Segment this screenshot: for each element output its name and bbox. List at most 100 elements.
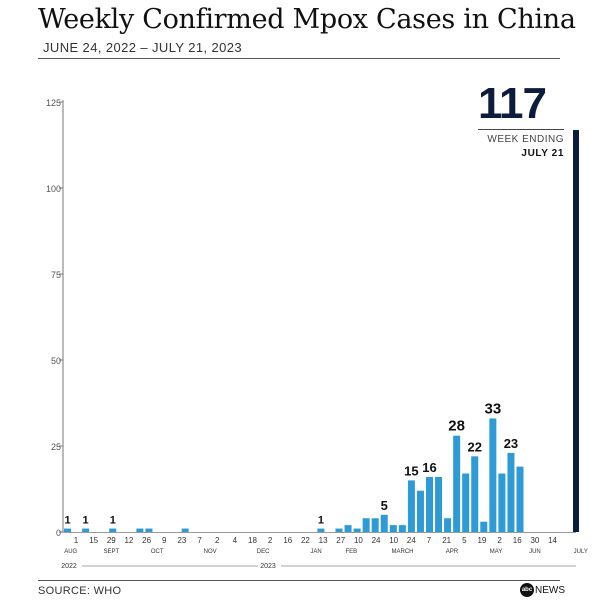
- bar: [489, 418, 497, 532]
- bar: [398, 525, 406, 532]
- x-tick-label: 26: [142, 536, 151, 545]
- x-tick-label: 14: [548, 536, 557, 545]
- abc-logo-mark: abc: [520, 583, 534, 597]
- source-note: SOURCE: WHO: [38, 585, 122, 597]
- x-tick-label: 24: [407, 536, 416, 545]
- bar: [435, 476, 443, 532]
- month-label: NOV: [204, 549, 217, 555]
- x-tick-label: 10: [389, 536, 398, 545]
- x-tick-label: 1: [74, 536, 79, 545]
- latest-value-callout: 117: [478, 79, 547, 128]
- y-tick-label: 75: [51, 270, 61, 280]
- month-label: JAN: [310, 549, 321, 555]
- x-tick-label: 21: [442, 536, 451, 545]
- bar: [516, 466, 524, 532]
- bar: [317, 528, 325, 532]
- bar: [507, 452, 515, 532]
- x-tick-label: 23: [177, 536, 186, 545]
- x-tick-label: 10: [354, 536, 363, 545]
- bar: [344, 525, 352, 532]
- y-tick-label: 0: [56, 528, 61, 538]
- bar: [109, 528, 117, 532]
- data-label: 1: [318, 515, 324, 527]
- month-label: MARCH: [392, 549, 414, 555]
- x-tick-label: 7: [427, 536, 432, 545]
- bar: [362, 518, 370, 532]
- y-tick-label: 50: [51, 356, 61, 366]
- callout-label: WEEK ENDING: [487, 134, 564, 145]
- x-tick-label: 7: [197, 536, 202, 545]
- data-label: 1: [110, 515, 116, 527]
- data-label: 28: [448, 418, 465, 435]
- data-label: 16: [422, 460, 436, 475]
- y-tick-label: 25: [51, 442, 61, 452]
- x-tick-label: 2: [268, 536, 273, 545]
- bar: [145, 528, 153, 532]
- bar: [136, 528, 144, 532]
- bar: [181, 528, 189, 532]
- bar: [498, 473, 506, 532]
- data-label: 22: [468, 439, 482, 454]
- bar: [389, 525, 397, 532]
- header-divider: [38, 58, 560, 59]
- x-tick-label: 24: [372, 536, 381, 545]
- month-label: JULY: [574, 549, 588, 555]
- month-label: FEB: [346, 549, 358, 555]
- month-label: JUN: [529, 549, 541, 555]
- year-label: 2023: [260, 563, 276, 570]
- highlight-bar: [573, 130, 579, 532]
- x-tick-label: 2: [497, 536, 502, 545]
- bar: [380, 514, 388, 532]
- callout-divider: [478, 129, 564, 130]
- abc-news-logo: abc NEWS: [520, 583, 565, 597]
- data-label: 1: [64, 515, 70, 527]
- bar: [462, 473, 470, 532]
- bar: [335, 528, 343, 532]
- data-label: 15: [404, 463, 418, 478]
- x-tick-label: 13: [319, 536, 328, 545]
- bar: [426, 476, 433, 532]
- bar: [82, 528, 90, 532]
- bar: [64, 528, 71, 532]
- x-tick-label: 4: [233, 536, 238, 545]
- news-logo-text: NEWS: [535, 584, 565, 596]
- x-tick-label: 2: [215, 536, 220, 545]
- x-tick-label: 29: [107, 536, 116, 545]
- x-tick-label: 16: [513, 536, 522, 545]
- month-label: AUG: [64, 549, 77, 555]
- month-label: APR: [446, 549, 459, 555]
- bar: [416, 490, 424, 532]
- x-tick-label: 5: [462, 536, 467, 545]
- data-label: 5: [381, 498, 388, 513]
- x-tick-label: 16: [283, 536, 292, 545]
- x-tick-label: 12: [124, 536, 133, 545]
- x-tick-label: 15: [89, 536, 98, 545]
- data-label: 23: [504, 436, 518, 451]
- data-label: 1: [83, 515, 89, 527]
- x-tick-label: 27: [336, 536, 345, 545]
- data-label: 33: [485, 400, 502, 417]
- bar: [471, 456, 479, 532]
- month-label: MAY: [490, 549, 503, 555]
- year-label: 2022: [61, 563, 77, 570]
- month-label: DEC: [257, 549, 270, 555]
- month-label: SEPT: [103, 549, 119, 555]
- chart-subtitle: JUNE 24, 2022 – JULY 21, 2023: [43, 40, 243, 55]
- x-tick-label: 22: [301, 536, 310, 545]
- bar: [453, 435, 461, 532]
- footer-divider: [38, 580, 560, 581]
- callout-date: JULY 21: [521, 148, 564, 159]
- bar: [480, 521, 488, 532]
- y-tick-label: 125: [46, 98, 61, 108]
- bar: [353, 528, 361, 532]
- chart-title: Weekly Confirmed Mpox Cases in China: [38, 4, 576, 35]
- y-tick-label: 100: [46, 184, 61, 194]
- x-tick-label: 30: [530, 536, 539, 545]
- x-tick-label: 9: [162, 536, 167, 545]
- x-tick-label: 19: [477, 536, 486, 545]
- bar: [407, 480, 415, 532]
- x-tick-label: 18: [248, 536, 257, 545]
- bar: [444, 518, 452, 532]
- month-label: OCT: [151, 549, 164, 555]
